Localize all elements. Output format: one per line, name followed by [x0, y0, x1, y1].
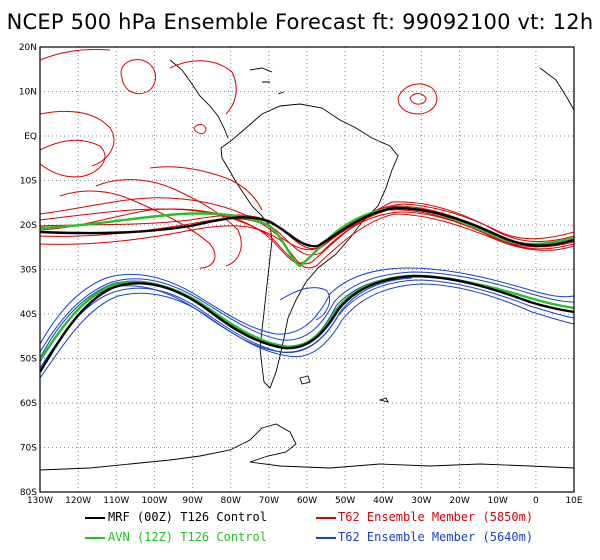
antarctica-coast [40, 423, 574, 471]
lon-label: 20W [449, 496, 469, 506]
lon-label: 60W [297, 496, 317, 506]
lon-label: 10E [565, 496, 582, 506]
lat-label: 30S [20, 266, 37, 276]
lon-label: 80W [221, 496, 241, 506]
member-5850-line [120, 59, 157, 94]
member-5640-line [40, 279, 574, 369]
legend-label-mrf: MRF (00Z) T126 Control [108, 510, 267, 524]
lat-label: 70S [20, 444, 37, 454]
legend-label-5640: T62 Ensemble Member (5640m) [338, 530, 534, 544]
caribbean-islands [249, 67, 285, 95]
member-5850-line [40, 49, 111, 61]
member-5850-line [40, 213, 574, 269]
member-5850-line [40, 139, 106, 178]
member-5850-line [149, 166, 263, 211]
plot-frame [39, 46, 575, 493]
falkland-islands [299, 375, 311, 385]
lat-label: 20N [19, 43, 37, 53]
member-5850-line [193, 123, 207, 135]
member-5640-line [279, 287, 331, 321]
member-5850-line [40, 110, 115, 167]
lat-label: 80S [20, 488, 37, 498]
map-title: NCEP 500 hPa Ensemble Forecast ft: 99092… [6, 10, 594, 34]
lon-label: 100W [141, 496, 167, 506]
lat-label: 20S [20, 221, 37, 231]
lat-label: EQ [24, 132, 37, 142]
lon-label: 0 [533, 496, 539, 506]
legend-label-avn: AVN (12Z) T126 Control [108, 530, 267, 544]
lon-label: 130W [27, 496, 53, 506]
member-5640-line [40, 267, 574, 345]
avn-5640-line [40, 274, 574, 361]
member-5850-line [409, 93, 427, 105]
africa-coast [539, 67, 574, 220]
central-america-coast [169, 59, 229, 139]
member-5850-line [95, 179, 242, 267]
lat-label: 50S [20, 355, 37, 365]
lon-label: 120W [65, 496, 91, 506]
mrf-5640-line [40, 274, 574, 373]
spaghetti-map: 20N 10N EQ 10S 20S 30S 40S 50S 60S 70S 80S 130W 120… [19, 43, 583, 506]
lon-label: 50W [335, 496, 355, 506]
legend-label-5850: T62 Ensemble Member (5850m) [338, 510, 534, 524]
member-5640-line [40, 283, 574, 379]
legend-swatch-5640 [316, 537, 336, 539]
coastlines [40, 59, 574, 471]
lon-label: 40W [373, 496, 393, 506]
legend-swatch-mrf [85, 517, 105, 519]
member-5640-line [40, 271, 574, 353]
member-5850-line [397, 83, 438, 115]
lat-label: 40S [20, 310, 37, 320]
avn-5850-line [40, 206, 574, 268]
member-5850-line [59, 190, 216, 269]
lat-label: 10S [20, 177, 37, 187]
south-georgia [378, 397, 389, 403]
lat-lon-grid [40, 47, 574, 492]
lon-label: 90W [182, 496, 202, 506]
latitude-labels: 20N 10N EQ 10S 20S 30S 40S 50S 60S 70S 80S [19, 43, 37, 498]
lon-label: 70W [259, 496, 279, 506]
lon-label: 10W [488, 496, 508, 506]
lon-label: 30W [411, 496, 431, 506]
legend: MRF (00Z) T126 Control AVN (12Z) T126 Co… [0, 510, 600, 560]
lon-label: 110W [103, 496, 129, 506]
legend-swatch-avn [85, 537, 105, 539]
control-contours [40, 206, 574, 373]
member-5850-line [169, 60, 237, 115]
longitude-labels: 130W 120W 110W 100W 90W 80W 70W 60W 50W 40W 30W 20W… [27, 496, 583, 506]
lat-label: 10N [19, 88, 37, 98]
lat-label: 60S [20, 399, 37, 409]
mrf-5850-line [40, 206, 574, 248]
legend-swatch-5850 [316, 517, 336, 519]
